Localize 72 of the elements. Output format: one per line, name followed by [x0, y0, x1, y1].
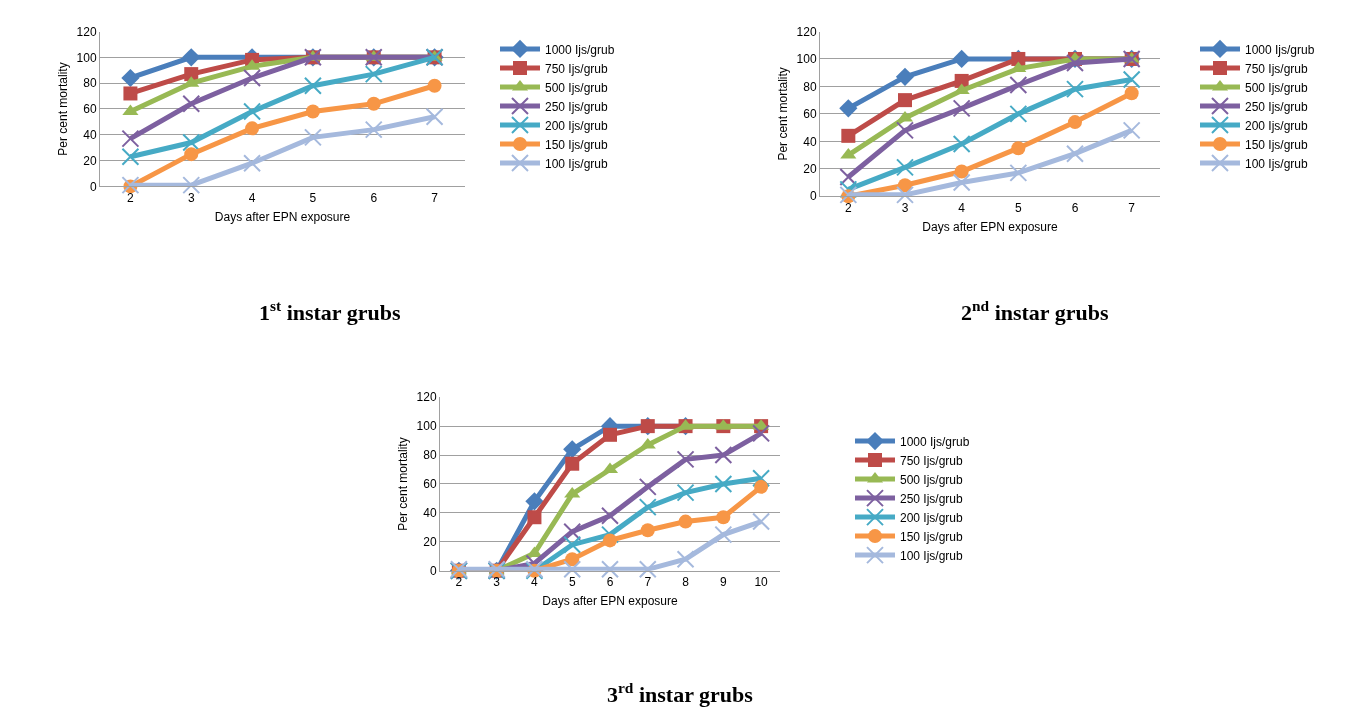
x-tick-label: 3 [901, 200, 909, 215]
x-tick-label: 9 [719, 575, 727, 590]
x-tick-label: 4 [958, 200, 966, 215]
x-tick-label: 6 [1071, 200, 1079, 215]
x-tick-label: 6 [370, 190, 378, 205]
y-tick-label: 120 [796, 24, 817, 39]
y-tick-label: 100 [76, 50, 97, 65]
text: 3$^{rd}$ instar grubs [607, 679, 754, 708]
x-tick-label: 7 [1128, 200, 1136, 215]
y-tick-label: 20 [423, 535, 437, 550]
x-tick-label: 5 [1014, 200, 1022, 215]
y-axis-title: Per cent mortality [55, 62, 70, 156]
y-tick-label: 80 [423, 448, 437, 463]
x-tick-label: 8 [682, 575, 690, 590]
legend-label: 200 Ijs/grub [900, 510, 964, 525]
y-tick-label: 80 [803, 79, 817, 94]
legend-label: 500 Ijs/grub [1245, 80, 1309, 95]
legend-label: 150 Ijs/grub [545, 137, 609, 152]
x-tick-label: 3 [493, 575, 501, 590]
x-tick-label: 5 [568, 575, 576, 590]
x-tick-label: 5 [309, 190, 317, 205]
y-tick-label: 40 [83, 127, 97, 142]
x-axis-title: Days after EPN exposure [922, 219, 1059, 234]
y-tick-label: 80 [83, 76, 97, 91]
x-tick-label: 2 [455, 575, 463, 590]
x-tick-label: 2 [844, 200, 852, 215]
legend-label: 100 Ijs/grub [545, 156, 609, 171]
y-axis-title: Per cent mortality [395, 437, 410, 531]
y-axis-title: Per cent mortality [775, 67, 790, 161]
y-tick-label: 20 [83, 153, 97, 168]
legend-label: 150 Ijs/grub [900, 529, 964, 544]
x-tick-label: 6 [606, 575, 614, 590]
legend-label: 150 Ijs/grub [1245, 137, 1309, 152]
y-tick-label: 40 [423, 506, 437, 521]
x-tick-label: 4 [531, 575, 539, 590]
legend-label: 750 Ijs/grub [545, 61, 609, 76]
y-tick-label: 60 [803, 107, 817, 122]
x-tick-label: 4 [248, 190, 256, 205]
x-tick-label: 2 [127, 190, 135, 205]
legend-label: 750 Ijs/grub [1245, 61, 1309, 76]
x-axis-title: Days after EPN exposure [542, 594, 679, 609]
y-tick-label: 0 [429, 563, 437, 578]
x-tick-label: 7 [431, 190, 439, 205]
legend-label: 250 Ijs/grub [1245, 99, 1309, 114]
x-axis-title: Days after EPN exposure [214, 209, 351, 224]
legend-label: 1000 Ijs/grub [1245, 42, 1315, 57]
legend-label: 500 Ijs/grub [900, 472, 964, 487]
legend-label: 250 Ijs/grub [545, 99, 609, 114]
y-tick-label: 40 [803, 134, 817, 149]
legend-label: 500 Ijs/grub [545, 80, 609, 95]
y-tick-label: 120 [76, 24, 97, 39]
y-tick-label: 60 [83, 102, 97, 117]
text: 2$^{nd}$ instar grubs [961, 297, 1109, 326]
x-tick-label: 7 [644, 575, 652, 590]
legend-label: 1000 Ijs/grub [900, 434, 970, 449]
y-tick-label: 120 [416, 390, 437, 405]
y-tick-label: 20 [803, 161, 817, 176]
legend-label: 200 Ijs/grub [545, 118, 609, 133]
legend-label: 100 Ijs/grub [1245, 156, 1309, 171]
legend-label: 100 Ijs/grub [900, 548, 964, 563]
legend-label: 200 Ijs/grub [1245, 118, 1309, 133]
legend-label: 250 Ijs/grub [900, 491, 964, 506]
y-tick-label: 60 [423, 477, 437, 492]
x-tick-label: 3 [187, 190, 195, 205]
y-tick-label: 0 [89, 179, 97, 194]
legend-label: 750 Ijs/grub [900, 453, 964, 468]
y-tick-label: 100 [796, 52, 817, 67]
y-tick-label: 100 [416, 419, 437, 434]
x-tick-label: 10 [754, 575, 769, 590]
y-tick-label: 0 [809, 189, 817, 204]
text: 1$^{st}$ instar grubs [259, 297, 401, 326]
legend-label: 1000 Ijs/grub [545, 42, 615, 57]
